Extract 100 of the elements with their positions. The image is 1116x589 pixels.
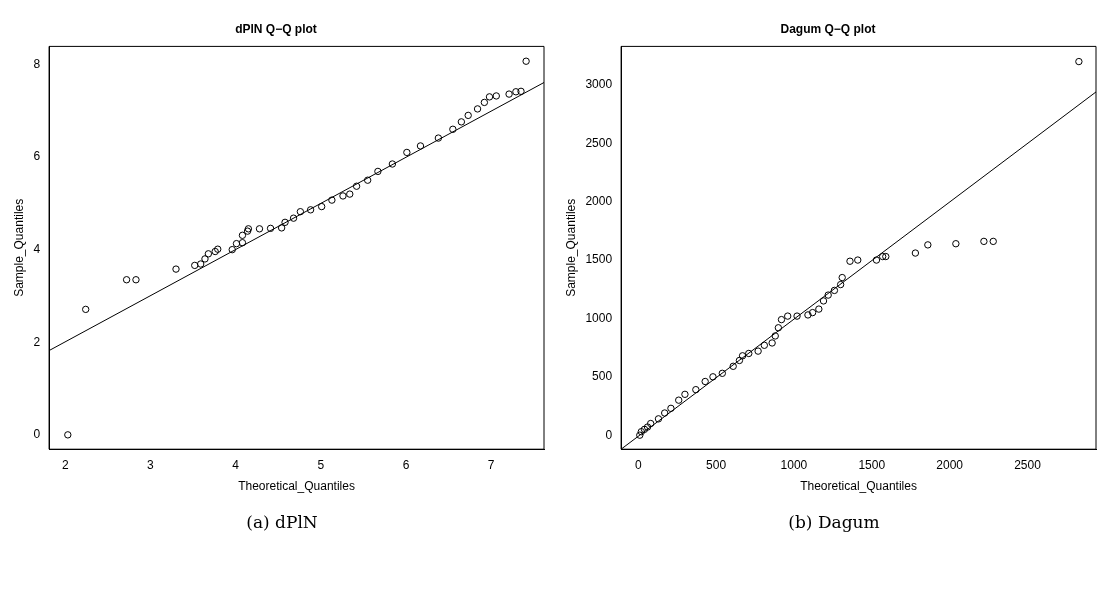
point [449,125,457,133]
point [492,92,500,100]
point [374,167,382,176]
point [480,98,489,107]
point [815,305,823,313]
point [667,404,675,413]
point [457,118,466,126]
point [346,190,354,198]
point [989,237,997,246]
point [793,312,801,320]
chart-title: dPlN Q−Q plot [235,21,317,36]
y-tick-label: 2500 [585,135,613,150]
point [846,257,854,265]
x-tick-label: 1500 [858,457,886,472]
point [255,225,264,233]
point [643,423,652,431]
y-tick-label: 2000 [585,193,613,208]
y-tick-label: 1500 [585,252,613,267]
point [640,425,649,434]
y-tick-label: 2 [33,334,41,349]
y-tick-label: 3000 [585,77,613,92]
point [232,239,241,248]
x-tick-label: 2 [61,457,69,472]
x-tick-label: 1000 [780,457,808,472]
point [522,57,530,65]
x-axis-title: Theoretical_Quantiles [800,479,917,494]
point [306,206,315,214]
point [296,207,305,216]
point [505,90,513,98]
y-tick-label: 8 [33,56,41,71]
point [838,273,846,282]
y-tick-label: 6 [33,149,41,164]
x-tick-label: 4 [232,457,240,472]
point [473,105,482,113]
point [777,315,786,324]
point [266,224,275,233]
y-axis-title: Sample_Quantiles [563,198,578,297]
point [771,332,779,340]
y-tick-label: 0 [33,427,41,442]
point [804,311,812,319]
x-tick-label: 2500 [1014,457,1042,472]
point [228,245,236,254]
y-tick-label: 4 [33,241,41,256]
point [854,256,862,264]
point [735,356,744,365]
x-tick-label: 0 [634,457,642,472]
point [1075,57,1083,66]
point [980,237,988,246]
point [636,431,644,439]
x-tick-label: 7 [487,457,495,472]
point [819,297,828,305]
point [701,377,709,386]
point [654,415,663,423]
point [660,409,669,417]
point [774,324,783,332]
point [911,249,920,257]
x-tick-label: 5 [317,457,325,472]
point [768,339,776,347]
point [924,241,932,249]
point [692,385,700,394]
point [836,280,845,289]
point [317,202,326,211]
y-tick-label: 1000 [585,310,613,325]
point [277,224,286,232]
point [808,308,817,317]
y-tick-label: 0 [605,427,613,442]
point [754,347,762,355]
point [681,390,689,399]
point [201,255,209,263]
x-axis-title: Theoretical_Quantiles [238,479,355,494]
point [512,88,520,96]
point [416,142,425,150]
x-tick-label: 3 [147,457,155,472]
point [328,196,336,204]
point [339,192,347,200]
point [281,218,289,227]
y-axis-title: Sample_Quantiles [11,198,26,297]
point [388,160,397,168]
y-tick-label: 500 [592,369,613,384]
point [464,111,472,120]
point [132,276,140,284]
point [197,260,205,268]
point [363,176,372,184]
text: (b) Dagum [788,512,880,532]
point [204,250,213,258]
point [289,214,298,222]
x-tick-label: 500 [706,457,727,472]
point [760,341,769,349]
point [238,231,247,239]
point [637,427,646,436]
point [675,396,683,404]
point [745,349,753,358]
point [122,276,131,284]
point [738,352,747,360]
point [830,286,839,295]
point [784,312,792,320]
point [729,362,737,371]
point [238,239,247,247]
point [434,134,443,142]
x-tick-label: 2000 [936,457,964,472]
